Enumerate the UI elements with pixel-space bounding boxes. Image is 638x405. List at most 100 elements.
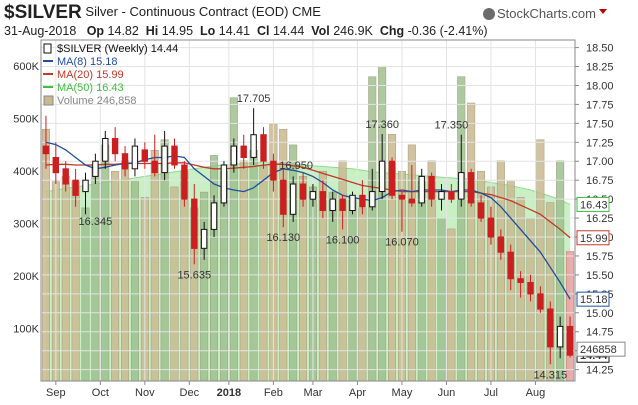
candle-body [477,202,485,219]
x-tick-label: Feb [264,387,283,399]
quote-info: 31-Aug-2018 Op 14.82 Hi 14.95 Lo 14.41 C… [4,24,488,38]
volume-tick-label: 100K [13,324,39,336]
candle-body [517,278,524,284]
high-value: 14.95 [161,24,194,38]
candle-body [527,282,534,295]
low-label: Lo [200,24,216,38]
candle-body [220,164,228,204]
candle-body [319,191,327,212]
x-axis: Sep Oct Nov Dec 2018 Feb Mar Apr May Jun Jul Aug [46,381,545,399]
x-tick-label: Mar [303,387,322,399]
price-badge-label: 16.43 [580,199,608,211]
price-tick-label: 17.00 [586,156,614,168]
annotation-label: 15.635 [177,270,211,282]
candle-body [280,179,287,215]
volume-bar [81,207,90,382]
candle-body [62,168,69,185]
volume-tick-label: 600K [13,61,39,73]
price-badge-label: 15.99 [580,233,608,245]
candle-body [181,164,188,200]
candle-body [72,179,79,196]
price-badge-label: 15.18 [580,294,608,306]
candle-body [388,160,396,196]
volume-bar [566,251,575,382]
volume-bar [467,102,476,382]
candle-body [52,157,59,174]
candle-body [151,160,158,174]
candle-body [556,325,564,348]
price-tick-label: 14.25 [586,365,614,377]
dropdown-caret-icon[interactable] [599,9,607,14]
candle-body [230,145,238,166]
volume-bar [210,155,219,382]
x-tick-label: Nov [135,387,155,399]
x-tick-label: Dec [180,387,200,399]
price-tick-label: 16.75 [586,175,614,187]
candle-body [428,175,435,200]
price-badge [576,196,610,212]
price-tick-label: 14.75 [586,327,614,339]
volume-label: Vol [311,24,330,38]
volume-bar [259,165,268,382]
close-label: Cl [257,24,270,38]
candle-body [92,160,99,177]
volume-bar [239,160,248,382]
stockcharts-logo-icon [483,8,496,20]
volume-bar [200,191,209,382]
price-tick-label: 18.25 [586,62,614,74]
legend-entry: MA(50) 16.43 [57,82,124,94]
x-tick-label: May [392,387,413,399]
candle-body [408,198,416,204]
candle-body [270,160,277,181]
candle-body [191,198,198,249]
volume-bar [437,218,446,382]
volume-bar [536,139,545,382]
price-badge [576,230,610,246]
candle-body [467,172,475,204]
exchange: CME [292,4,321,19]
annotation-label: 16.950 [279,160,313,172]
x-tick-label: Oct [92,387,109,399]
price-tick-label: 17.75 [586,99,614,111]
brand[interactable]: StockCharts.com [483,6,596,21]
volume-bar [121,160,130,382]
annotation-label: 17.360 [365,119,399,131]
volume-bar [358,207,367,382]
volume-axis: 600K 500K 400K 300K 200K 100K [13,61,39,335]
volume-bar [91,165,100,382]
price-tick-label: 15.00 [586,308,614,320]
price-tick-label: 15.75 [586,251,614,263]
price-tick-label: 15.50 [586,270,614,282]
annotation-label: 16.070 [385,237,419,249]
grid [41,40,575,381]
candle-body [497,236,505,253]
volume-bar [348,197,357,382]
candle-body [537,293,544,310]
price-badge [576,341,626,357]
brand-name: StockCharts.com [497,6,596,21]
price-tick-label: 16.25 [586,213,614,225]
legend-candle-icon [43,43,52,54]
candle-body [398,194,406,200]
legend-entry: Volume 246,858 [57,95,137,107]
annotation-label: 16.100 [326,234,360,246]
plot-frame [40,39,576,382]
x-tick-label: 2018 [217,387,241,399]
price-badge [576,291,610,307]
candle-body [42,145,50,155]
candle-body [210,202,218,230]
quote-date: 31-Aug-2018 [4,24,77,38]
candle-body [547,308,554,348]
volume-tick-label: 300K [13,219,39,231]
annotation-label: 16.345 [79,216,113,228]
low-value: 14.41 [218,24,251,38]
legend-volume-icon [43,95,54,106]
candle-body [418,175,425,204]
open-value: 14.82 [107,24,139,38]
candle-body [250,134,257,158]
volume-bar [496,160,505,382]
volume-tick-label: 400K [13,166,39,178]
legend-entry: MA(8) 15.18 [57,56,118,68]
